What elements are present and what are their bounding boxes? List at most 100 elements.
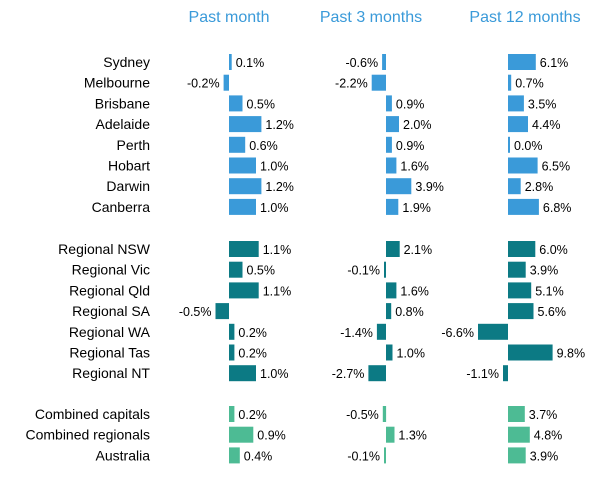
data-label: -0.1% <box>347 449 380 463</box>
data-label: -0.5% <box>346 408 379 422</box>
data-label: 0.9% <box>396 139 425 153</box>
bar <box>386 344 393 361</box>
row-label: Regional Qld <box>69 282 150 298</box>
bar <box>368 365 386 382</box>
bar <box>382 406 387 422</box>
bar <box>508 447 526 464</box>
data-label: 5.6% <box>538 305 567 319</box>
row-label: Regional Vic <box>72 262 150 278</box>
bar <box>386 178 412 195</box>
data-label: 1.0% <box>260 201 289 215</box>
data-label: 0.2% <box>238 347 267 361</box>
data-label: 0.1% <box>236 56 265 70</box>
column-header: Past 3 months <box>320 9 422 26</box>
row-label: Regional SA <box>72 303 150 319</box>
bar <box>508 74 512 91</box>
data-label: 1.6% <box>400 160 429 174</box>
bar <box>478 323 508 340</box>
data-label: 2.0% <box>403 118 432 132</box>
bar <box>508 157 538 174</box>
bar <box>508 282 532 299</box>
data-label: -1.1% <box>466 367 499 381</box>
data-label: 2.8% <box>525 180 554 194</box>
bar <box>386 282 397 299</box>
bar <box>508 261 526 278</box>
bar <box>382 54 386 70</box>
bar <box>386 426 395 443</box>
bar <box>508 136 510 153</box>
data-label: 3.7% <box>529 408 558 422</box>
bar <box>215 303 229 320</box>
row-label: Sydney <box>103 54 150 70</box>
data-label: 4.4% <box>532 118 561 132</box>
bar <box>229 157 256 174</box>
data-label: -2.2% <box>335 77 368 91</box>
bar <box>508 54 536 70</box>
bar <box>371 74 386 91</box>
bar <box>229 116 262 133</box>
row-label: Combined capitals <box>35 406 150 422</box>
bar <box>386 95 392 112</box>
data-label: -0.6% <box>345 56 378 70</box>
data-label: 0.2% <box>238 326 267 340</box>
bar <box>223 74 229 91</box>
bar <box>229 282 259 299</box>
bar <box>229 447 240 464</box>
column-header: Past 12 months <box>469 9 580 26</box>
bar <box>508 303 534 320</box>
row-label: Brisbane <box>95 95 150 111</box>
data-label: -6.6% <box>441 326 474 340</box>
row-label: Perth <box>117 137 150 153</box>
data-label: 0.5% <box>247 264 276 278</box>
row-label: Darwin <box>106 178 150 194</box>
bar <box>229 178 262 195</box>
data-label: 1.1% <box>263 243 292 257</box>
bar <box>386 198 399 215</box>
bar <box>508 426 530 443</box>
data-label: -1.4% <box>340 326 373 340</box>
data-label: 0.9% <box>257 429 286 443</box>
data-label: 0.7% <box>515 77 544 91</box>
row-label: Regional NSW <box>58 241 151 257</box>
data-label: 0.8% <box>395 305 424 319</box>
bar <box>503 365 508 382</box>
bar <box>508 406 525 422</box>
bar <box>386 136 392 153</box>
data-label: 3.9% <box>530 449 559 463</box>
data-label: 1.3% <box>398 429 427 443</box>
data-label: 6.0% <box>539 243 568 257</box>
bar <box>384 261 386 278</box>
data-label: 3.9% <box>415 180 444 194</box>
bar <box>229 344 235 361</box>
data-label: 3.5% <box>528 97 557 111</box>
row-label: Australia <box>96 447 151 463</box>
row-label: Regional NT <box>72 365 150 381</box>
row-label: Regional WA <box>69 324 151 340</box>
bar <box>229 95 243 112</box>
bar <box>229 323 235 340</box>
bar <box>508 178 521 195</box>
data-label: 9.8% <box>557 347 586 361</box>
bar <box>376 323 386 340</box>
bar <box>386 116 399 133</box>
data-label: 0.6% <box>249 139 278 153</box>
bar <box>229 136 246 153</box>
data-label: -0.1% <box>347 264 380 278</box>
data-label: 2.1% <box>404 243 433 257</box>
data-label: 0.4% <box>244 449 272 463</box>
data-label: 4.8% <box>534 429 563 443</box>
data-label: -0.5% <box>179 305 212 319</box>
bar <box>229 426 254 443</box>
data-label: 1.2% <box>265 118 294 132</box>
row-label: Combined regionals <box>25 427 150 443</box>
data-label: 1.0% <box>260 367 289 381</box>
bar <box>508 241 536 257</box>
data-label: 6.5% <box>542 160 571 174</box>
bar <box>386 303 392 320</box>
data-label: 1.0% <box>260 160 289 174</box>
data-label: 0.2% <box>238 408 267 422</box>
bar <box>508 95 524 112</box>
data-label: 1.1% <box>263 284 292 298</box>
data-label: -2.7% <box>332 367 365 381</box>
